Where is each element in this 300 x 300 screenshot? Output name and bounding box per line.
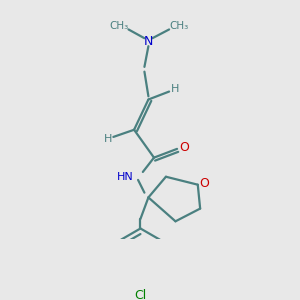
Text: CH₃: CH₃ [109, 21, 129, 31]
Text: O: O [179, 141, 189, 154]
Text: N: N [144, 35, 153, 48]
Text: HN: HN [117, 172, 134, 182]
Text: CH₃: CH₃ [169, 21, 188, 31]
Text: H: H [170, 84, 179, 94]
Text: O: O [199, 177, 209, 190]
Text: H: H [103, 134, 112, 144]
Text: Cl: Cl [134, 289, 147, 300]
